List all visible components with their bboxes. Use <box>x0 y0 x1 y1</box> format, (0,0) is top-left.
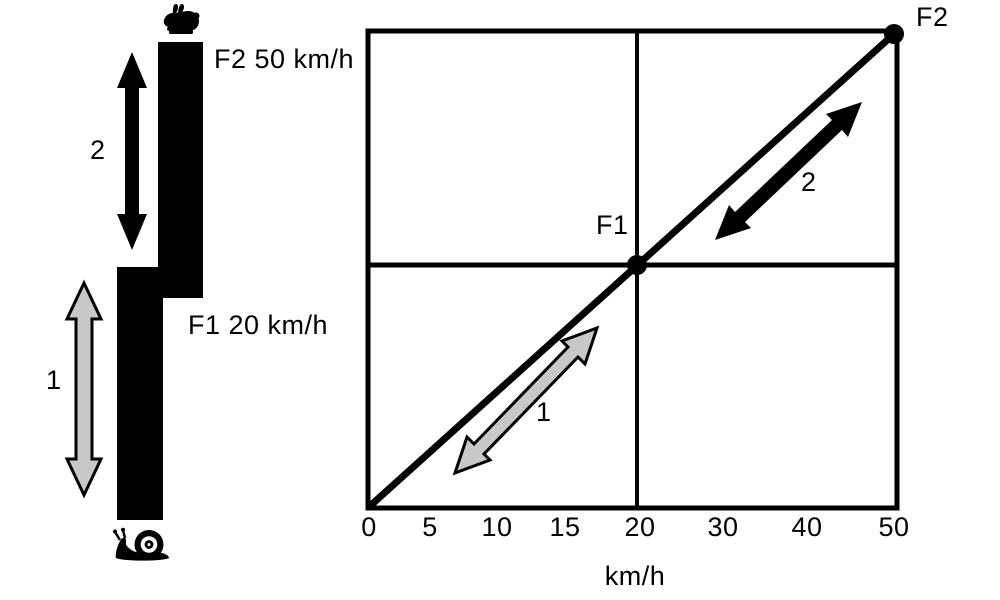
chart-frame <box>365 28 900 511</box>
rabbit-icon <box>163 3 200 34</box>
chart-gear2-range-number: 2 <box>801 167 817 197</box>
x-tick-30: 30 <box>707 512 739 542</box>
x-axis-title: km/h <box>604 561 666 591</box>
x-tick-5: 5 <box>422 512 438 542</box>
gear1-speed-bar <box>117 267 163 520</box>
chart-gear2-range-arrow <box>715 102 862 240</box>
x-tick-0: 0 <box>361 512 377 542</box>
gear2-range-arrow <box>117 52 147 250</box>
gear2-speed-bar <box>158 42 203 298</box>
x-tick-15: 15 <box>549 512 581 542</box>
gear2-range-number: 2 <box>90 135 106 165</box>
f2-point-label: F2 <box>916 2 949 32</box>
gear1-range-number: 1 <box>46 365 62 395</box>
gear2-bar-label: F2 50 km/h <box>214 44 355 74</box>
chart-gear1-range-arrow <box>452 325 600 476</box>
x-tick-50: 50 <box>878 512 910 542</box>
gear1-range-arrow <box>64 279 104 499</box>
x-tick-20: 20 <box>624 512 656 542</box>
f1-point-label: F1 <box>596 210 629 240</box>
x-tick-40: 40 <box>791 512 823 542</box>
f2-point <box>884 24 904 44</box>
gear1-bar-label: F1 20 km/h <box>188 310 329 340</box>
x-tick-10: 10 <box>481 512 513 542</box>
snail-icon <box>113 527 169 561</box>
chart-gear1-range-number: 1 <box>536 397 552 427</box>
f1-point <box>627 255 647 275</box>
